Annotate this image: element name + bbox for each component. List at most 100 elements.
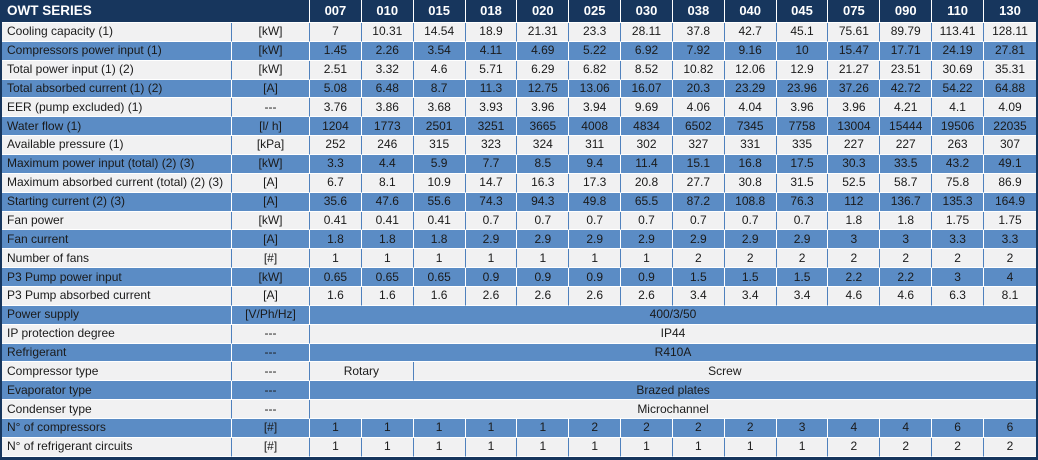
value-cell: 27.81 xyxy=(983,41,1036,61)
value-cell: 1.75 xyxy=(983,211,1036,231)
value-cell: 64.88 xyxy=(983,79,1036,99)
value-cell: 2.9 xyxy=(517,230,570,250)
column-header-040: 040 xyxy=(724,0,777,23)
value-cell: 3 xyxy=(932,268,984,288)
value-cell: 1.5 xyxy=(724,268,777,288)
value-cell: 65.5 xyxy=(621,192,673,212)
value-cell: 87.2 xyxy=(672,192,725,212)
value-cell: 113.41 xyxy=(932,23,984,42)
row-unit: [kW] xyxy=(232,41,311,61)
value-cell: 4 xyxy=(880,419,933,438)
value-cell: 307 xyxy=(983,136,1036,156)
value-cell: 23.3 xyxy=(569,23,622,42)
value-cell: 0.7 xyxy=(776,211,829,231)
value-cell: 3.96 xyxy=(776,98,829,118)
row-label: Number of fans xyxy=(2,249,232,269)
column-header-130: 130 xyxy=(983,0,1036,23)
value-cell: 2 xyxy=(828,249,881,269)
column-header-007: 007 xyxy=(310,0,362,23)
merged-value-cell: 400/3/50 xyxy=(310,305,1036,325)
table-row: Fan power [kW] 0.41 0.41 0.41 0.7 0.7 0.7 0.7 0.7… xyxy=(2,211,1036,231)
value-cell: 3.68 xyxy=(413,98,466,118)
value-cell: 14.7 xyxy=(465,173,518,193)
row-unit: [kW] xyxy=(232,155,311,174)
value-cell: 22035 xyxy=(983,117,1036,137)
value-cell: 4834 xyxy=(621,117,673,137)
value-cell: 3665 xyxy=(517,117,570,137)
value-cell: 10 xyxy=(776,41,829,61)
value-cell: 3.93 xyxy=(465,98,518,118)
value-cell: 1204 xyxy=(310,117,362,137)
column-header-110: 110 xyxy=(932,0,984,23)
value-cell: 76.3 xyxy=(776,192,829,212)
row-unit: --- xyxy=(232,400,311,420)
column-header-020: 020 xyxy=(517,0,570,23)
value-cell: 20.3 xyxy=(672,79,725,99)
value-cell: 2.2 xyxy=(880,268,933,288)
value-cell: 0.9 xyxy=(569,268,622,288)
value-cell: 135.3 xyxy=(932,192,984,212)
value-cell: 6502 xyxy=(672,117,725,137)
value-cell: 8.7 xyxy=(413,79,466,99)
value-cell: 4.69 xyxy=(517,41,570,61)
value-cell: 15.47 xyxy=(828,41,881,61)
value-cell: 2 xyxy=(983,249,1036,269)
value-cell: 8.5 xyxy=(517,155,570,174)
value-cell: 28.11 xyxy=(621,23,673,42)
row-label: Fan current xyxy=(2,230,232,250)
value-cell: 2.9 xyxy=(569,230,622,250)
value-cell: 2 xyxy=(880,437,933,457)
table-row: P3 Pump power input [kW] 0.65 0.65 0.65 0.9 0.… xyxy=(2,268,1036,288)
value-cell: 2 xyxy=(932,249,984,269)
value-cell: 0.65 xyxy=(361,268,414,288)
row-label: IP protection degree xyxy=(2,324,232,344)
table-row: EER (pump excluded) (1) --- 3.76 3.86 3.68 3.… xyxy=(2,98,1036,118)
value-cell: 1 xyxy=(517,249,570,269)
value-cell: 2 xyxy=(672,249,725,269)
row-unit: [A] xyxy=(232,192,311,212)
value-cell: 86.9 xyxy=(983,173,1036,193)
row-label: Fan power xyxy=(2,211,232,231)
value-cell: 3.4 xyxy=(776,287,829,306)
value-cell: 4.09 xyxy=(983,98,1036,118)
value-cell: 0.65 xyxy=(413,268,466,288)
table-row: Compressors power input (1) [kW] 1.45 2.26 3… xyxy=(2,41,1036,61)
value-cell: 49.1 xyxy=(983,155,1036,174)
value-cell: 37.8 xyxy=(672,23,725,42)
value-cell: 263 xyxy=(932,136,984,156)
value-cell: 2.9 xyxy=(621,230,673,250)
value-cell: 2 xyxy=(672,419,725,438)
value-cell: 6.29 xyxy=(517,60,570,80)
value-cell: 1.6 xyxy=(413,287,466,306)
row-label: N° of refrigerant circuits xyxy=(2,437,232,457)
column-header-018: 018 xyxy=(465,0,518,23)
value-cell: 2.9 xyxy=(672,230,725,250)
value-cell: 2 xyxy=(932,437,984,457)
column-header-030: 030 xyxy=(621,0,673,23)
row-label: Power supply xyxy=(2,305,232,325)
value-cell: 20.8 xyxy=(621,173,673,193)
row-unit: [kW] xyxy=(232,211,311,231)
value-cell: 42.7 xyxy=(724,23,777,42)
value-cell: 112 xyxy=(828,192,881,212)
value-cell: 30.69 xyxy=(932,60,984,80)
value-cell: 3251 xyxy=(465,117,518,137)
value-cell: 1 xyxy=(310,419,362,438)
row-label: Cooling capacity (1) xyxy=(2,23,232,42)
value-cell: 55.6 xyxy=(413,192,466,212)
column-header-075: 075 xyxy=(828,0,881,23)
value-cell: 10.9 xyxy=(413,173,466,193)
row-label: Evaporator type xyxy=(2,381,232,401)
value-cell: 7345 xyxy=(724,117,777,137)
table-row: Cooling capacity (1) [kW] 7 10.31 14.54 18.9 2… xyxy=(2,23,1036,42)
row-unit: [#] xyxy=(232,249,311,269)
row-unit: [kW] xyxy=(232,23,311,42)
value-cell: 6 xyxy=(932,419,984,438)
value-cell: 14.54 xyxy=(413,23,466,42)
table-row: Maximum absorbed current (total) (2) (3)… xyxy=(2,173,1036,193)
value-cell: 11.3 xyxy=(465,79,518,99)
value-cell: 10.82 xyxy=(672,60,725,80)
value-cell: 5.08 xyxy=(310,79,362,99)
value-cell: 1 xyxy=(621,437,673,457)
